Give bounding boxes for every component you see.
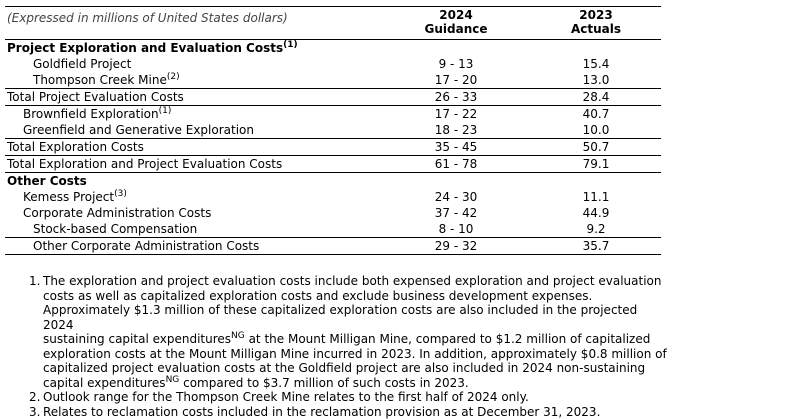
total-row: Total Project Evaluation Costs 26 - 33 2… [5,88,661,105]
table-row: Stock-based Compensation 8 - 10 9.2 [5,221,661,237]
table-row: Other Corporate Administration Costs 29 … [5,237,661,255]
section-project-exploration: Project Exploration and Evaluation Costs… [5,40,661,56]
footnote-1: 1. The exploration and project evaluatio… [29,274,669,390]
table-row: Greenfield and Generative Exploration 18… [5,122,661,138]
table-row: Corporate Administration Costs 37 - 42 4… [5,205,661,221]
footnote-ref: (1) [283,40,298,50]
cost-table: (Expressed in millions of United States … [5,6,661,255]
units-caption: (Expressed in millions of United States … [7,10,288,26]
footnote-ref: (3) [114,189,127,199]
footnote-ref: (2) [167,72,180,82]
footnote-3: 3. Relates to reclamation costs included… [29,405,669,419]
guidance-column-header: 2024 Guidance [391,8,521,36]
footnotes: 1. The exploration and project evaluatio… [29,274,669,419]
table-row: Kemess Project(3) 24 - 30 11.1 [5,189,661,205]
footnote-2: 2. Outlook range for the Thompson Creek … [29,390,669,405]
table-row: Goldfield Project 9 - 13 15.4 [5,56,661,72]
grand-total-row: Total Exploration and Project Evaluation… [5,155,661,173]
table-header: (Expressed in millions of United States … [5,6,661,40]
total-row: Total Exploration Costs 35 - 45 50.7 [5,138,661,155]
footnote-ref: (1) [159,106,172,116]
actuals-column-header: 2023 Actuals [531,8,661,36]
table-row: Brownfield Exploration(1) 17 - 22 40.7 [5,105,661,122]
table-row: Thompson Creek Mine(2) 17 - 20 13.0 [5,72,661,88]
section-other-costs: Other Costs [5,173,661,189]
